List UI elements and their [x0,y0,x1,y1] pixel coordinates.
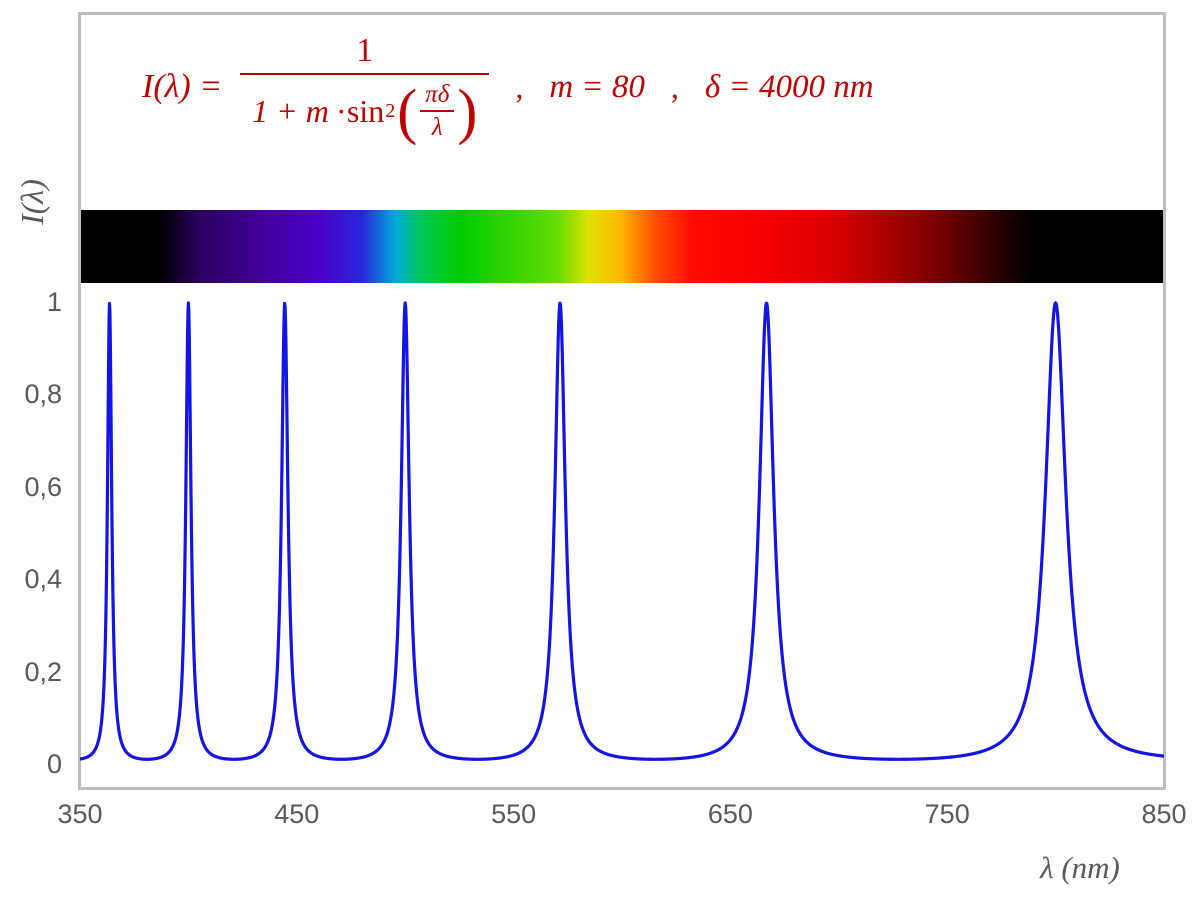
plot-area [80,301,1164,761]
formula: I(λ) = 1 1 + m · sin 2 ( πδ λ ) , m = 80 … [142,32,874,146]
x-tick-label: 650 [707,799,753,829]
x-tick-label: 450 [274,799,320,829]
right-paren: ) [457,76,478,146]
formula-numerator: 1 [356,32,374,69]
y-tick-label: 1 [46,287,62,318]
inner-numerator-pi-delta: πδ [420,82,455,112]
x-tick-label: 350 [57,799,103,829]
y-axis-title: I(λ) [14,179,50,225]
y-tick-label: 0,8 [24,379,62,410]
comma-separator: , [670,68,679,105]
inner-fraction: πδ λ [420,82,455,141]
y-tick-label: 0,4 [24,564,62,595]
formula-lhs: I(λ) = [142,68,223,105]
y-tick-label: 0,6 [24,471,62,502]
param-delta: δ = 4000 nm [704,68,874,105]
x-tick-label: 850 [1141,799,1187,829]
chart-frame [78,12,1166,790]
x-tick-label: 550 [491,799,537,829]
param-m: m = 80 [549,68,645,105]
x-tick-label: 750 [924,799,970,829]
formula-denominator: 1 + m · sin 2 ( πδ λ ) [240,73,490,146]
inner-denominator-lambda: λ [431,114,443,141]
formula-fraction: 1 1 + m · sin 2 ( πδ λ ) [240,32,490,146]
x-axis-title: λ (nm) [1040,850,1120,885]
visible-spectrum-bar [81,210,1163,283]
y-tick-label: 0,2 [24,656,62,687]
left-paren: ( [397,76,418,146]
denominator-one-plus-m: 1 + m · [252,93,345,129]
y-tick-label: 0 [46,749,62,780]
sin-function: sin [346,93,385,129]
comma-separator: , [515,68,524,105]
intensity-curve [80,301,1164,761]
